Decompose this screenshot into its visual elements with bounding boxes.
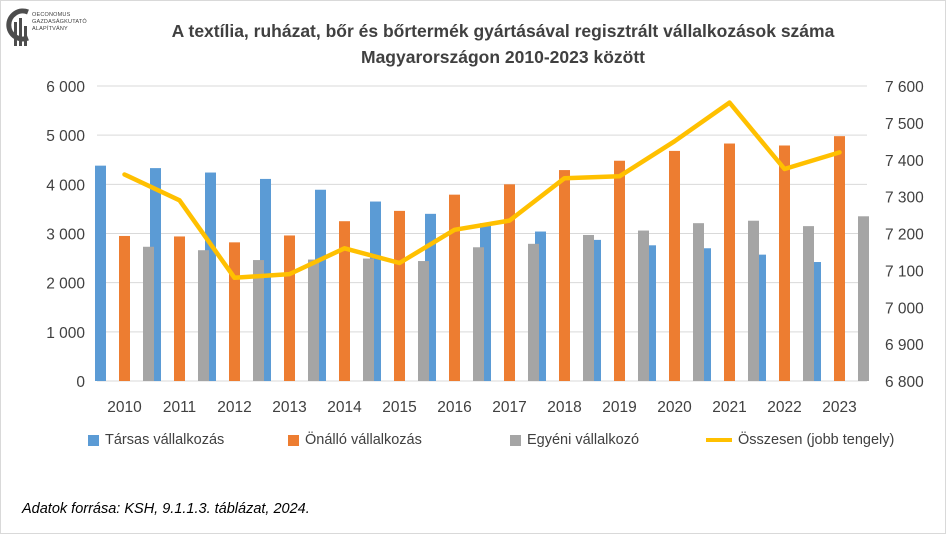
bar-t-rsas-v-llalkoz-s <box>95 165 106 381</box>
bar-t-rsas-v-llalkoz-s <box>480 223 491 381</box>
bar--n-ll-v-llalkoz-s <box>724 143 735 381</box>
x-axis-tick-label: 2012 <box>217 399 251 416</box>
bar-t-rsas-v-llalkoz-s <box>810 262 821 381</box>
bar-egy-ni-v-llalkoz- <box>583 234 594 381</box>
x-axis-tick-label: 2011 <box>163 399 196 416</box>
x-axis-tick-label: 2018 <box>547 399 581 416</box>
x-axis-tick-label: 2015 <box>382 399 416 416</box>
chart-title-line2: Magyarországon 2010-2023 között <box>361 47 645 67</box>
bar-egy-ni-v-llalkoz- <box>143 246 154 381</box>
bar-egy-ni-v-llalkoz- <box>638 230 649 381</box>
legend-swatch <box>510 434 521 446</box>
bar--n-ll-v-llalkoz-s <box>669 150 680 381</box>
x-axis-tick-label: 2019 <box>602 399 636 416</box>
logo-line: OECONOMUS <box>32 12 71 18</box>
x-axis-tick-label: 2023 <box>822 399 856 416</box>
right-axis-tick-label: 7 200 <box>885 227 924 244</box>
left-axis-tick-label: 5 000 <box>46 128 85 145</box>
legend-item: Összesen (jobb tengely) <box>706 432 894 448</box>
bar--n-ll-v-llalkoz-s <box>339 221 350 381</box>
bar-t-rsas-v-llalkoz-s <box>260 178 271 381</box>
x-axis-tick-label: 2016 <box>437 399 471 416</box>
bar--n-ll-v-llalkoz-s <box>119 235 130 381</box>
bar--n-ll-v-llalkoz-s <box>174 236 185 381</box>
combo-chart: 0 1 000 2 000 3 000 4 000 5 000 6 000 6 800 6 90… <box>46 79 924 416</box>
legend-item: Egyéni vállalkozó <box>510 432 639 448</box>
bar-t-rsas-v-llalkoz-s <box>700 248 711 381</box>
legend-swatch <box>288 434 299 446</box>
left-axis-tick-label: 1 000 <box>46 325 85 342</box>
bar-egy-ni-v-llalkoz- <box>473 247 484 381</box>
x-axis-tick-label: 2014 <box>327 399 362 416</box>
right-axis-tick-label: 6 800 <box>885 374 924 391</box>
source-note: Adatok forrása: KSH, 9.1.1.3. táblázat, … <box>22 501 310 517</box>
x-axis-tick-label: 2021 <box>712 399 746 416</box>
right-axis-tick-label: 7 100 <box>885 263 924 280</box>
bar-t-rsas-v-llalkoz-s <box>590 239 601 381</box>
bar-t-rsas-v-llalkoz-s <box>150 168 161 381</box>
series-line-osszesen <box>122 100 842 281</box>
bar-t-rsas-v-llalkoz-s <box>425 213 436 381</box>
oeconomus-logo: OECONOMUS GAZDASÁGKUTATÓ ALAPÍTVÁNY <box>6 8 87 52</box>
bar--n-ll-v-llalkoz-s <box>394 210 405 381</box>
bar-egy-ni-v-llalkoz- <box>253 260 264 381</box>
bar-egy-ni-v-llalkoz- <box>418 261 429 381</box>
legend-item: Társas vállalkozás <box>88 432 224 448</box>
bar-egy-ni-v-llalkoz- <box>308 259 319 381</box>
x-axis-tick-label: 2010 <box>107 399 142 416</box>
bar--n-ll-v-llalkoz-s <box>229 242 240 381</box>
bar--n-ll-v-llalkoz-s <box>449 194 460 381</box>
bar-t-rsas-v-llalkoz-s <box>535 231 546 381</box>
right-axis-tick-label: 7 400 <box>885 153 924 170</box>
bar-t-rsas-v-llalkoz-s <box>205 172 216 381</box>
bar-egy-ni-v-llalkoz- <box>858 216 869 381</box>
bar--n-ll-v-llalkoz-s <box>504 184 515 381</box>
legend-label: Összesen (jobb tengely) <box>738 432 895 448</box>
legend-swatch <box>88 434 99 446</box>
bar-t-rsas-v-llalkoz-s <box>315 189 326 381</box>
logo-line: ALAPÍTVÁNY <box>32 26 68 32</box>
x-axis-tick-label: 2022 <box>767 399 801 416</box>
bar--n-ll-v-llalkoz-s <box>614 160 625 381</box>
bar--n-ll-v-llalkoz-s <box>284 235 295 381</box>
bar--n-ll-v-llalkoz-s <box>834 136 845 381</box>
chart-legend: Társas vállalkozás Önálló vállalkozás Egyé… <box>0 432 946 452</box>
logo-line: GAZDASÁGKUTATÓ <box>32 19 87 25</box>
chart-title-line1: A textília, ruházat, bőr és bőrtermék gy… <box>171 21 835 41</box>
bar-egy-ni-v-llalkoz- <box>528 243 539 381</box>
bar-t-rsas-v-llalkoz-s <box>370 201 381 381</box>
legend-label: Egyéni vállalkozó <box>527 432 640 448</box>
bar-t-rsas-v-llalkoz-s <box>755 254 766 381</box>
left-axis-tick-label: 0 <box>76 374 85 391</box>
right-axis-tick-label: 7 300 <box>885 190 924 207</box>
bar-egy-ni-v-llalkoz- <box>363 258 374 381</box>
x-axis-tick-label: 2020 <box>657 399 692 416</box>
bar--n-ll-v-llalkoz-s <box>559 170 570 381</box>
x-axis-tick-label: 2013 <box>272 399 306 416</box>
bar-egy-ni-v-llalkoz- <box>803 226 814 381</box>
left-axis-tick-label: 3 000 <box>46 227 85 244</box>
bar-egy-ni-v-llalkoz- <box>693 223 704 381</box>
x-axis-tick-label: 2017 <box>492 399 526 416</box>
legend-label: Társas vállalkozás <box>105 432 225 448</box>
legend-swatch <box>706 438 732 442</box>
legend-label: Önálló vállalkozás <box>305 432 422 448</box>
right-axis-tick-label: 6 900 <box>885 337 924 354</box>
right-axis-tick-label: 7 500 <box>885 116 924 133</box>
bar-t-rsas-v-llalkoz-s <box>645 245 656 381</box>
right-axis-tick-label: 7 600 <box>885 79 924 96</box>
chart-title: A textília, ruházat, bőr és bőrtermék gy… <box>90 18 916 70</box>
bar-egy-ni-v-llalkoz- <box>748 220 759 381</box>
logo-text: OECONOMUS GAZDASÁGKUTATÓ ALAPÍTVÁNY <box>32 12 87 33</box>
logo-icon <box>6 8 29 46</box>
bar-egy-ni-v-llalkoz- <box>198 250 209 381</box>
legend-item: Önálló vállalkozás <box>288 432 422 448</box>
left-axis-tick-label: 2 000 <box>46 276 85 293</box>
right-axis-tick-label: 7 000 <box>885 300 924 317</box>
left-axis-tick-label: 6 000 <box>46 79 85 96</box>
bar--n-ll-v-llalkoz-s <box>779 145 790 381</box>
left-axis-tick-label: 4 000 <box>46 177 85 194</box>
